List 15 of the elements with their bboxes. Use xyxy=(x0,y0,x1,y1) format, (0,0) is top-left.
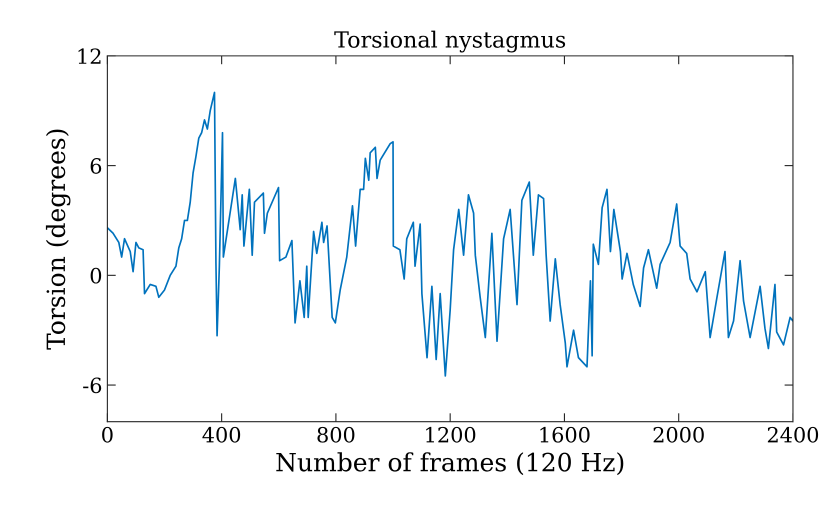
chart-title: Torsional nystagmus xyxy=(334,30,566,52)
y-tick-label: -6 xyxy=(83,378,102,394)
y-tick-label: 6 xyxy=(90,158,102,174)
y-tick-label: 12 xyxy=(78,48,100,64)
y-axis-title: Torsion (degrees) xyxy=(46,130,70,350)
x-tick-label: 2400 xyxy=(768,426,818,443)
x-tick-label: 1200 xyxy=(426,426,476,443)
x-tick-label: 800 xyxy=(317,426,354,443)
x-tick-label: 0 xyxy=(102,426,113,443)
y-tick-label: 0 xyxy=(90,268,102,284)
x-tick-label: 2000 xyxy=(654,426,704,443)
x-tick-label: 1600 xyxy=(540,426,590,443)
line-series xyxy=(107,92,793,377)
x-axis-title: Number of frames (120 Hz) xyxy=(276,452,624,476)
x-tick-label: 400 xyxy=(202,426,240,443)
